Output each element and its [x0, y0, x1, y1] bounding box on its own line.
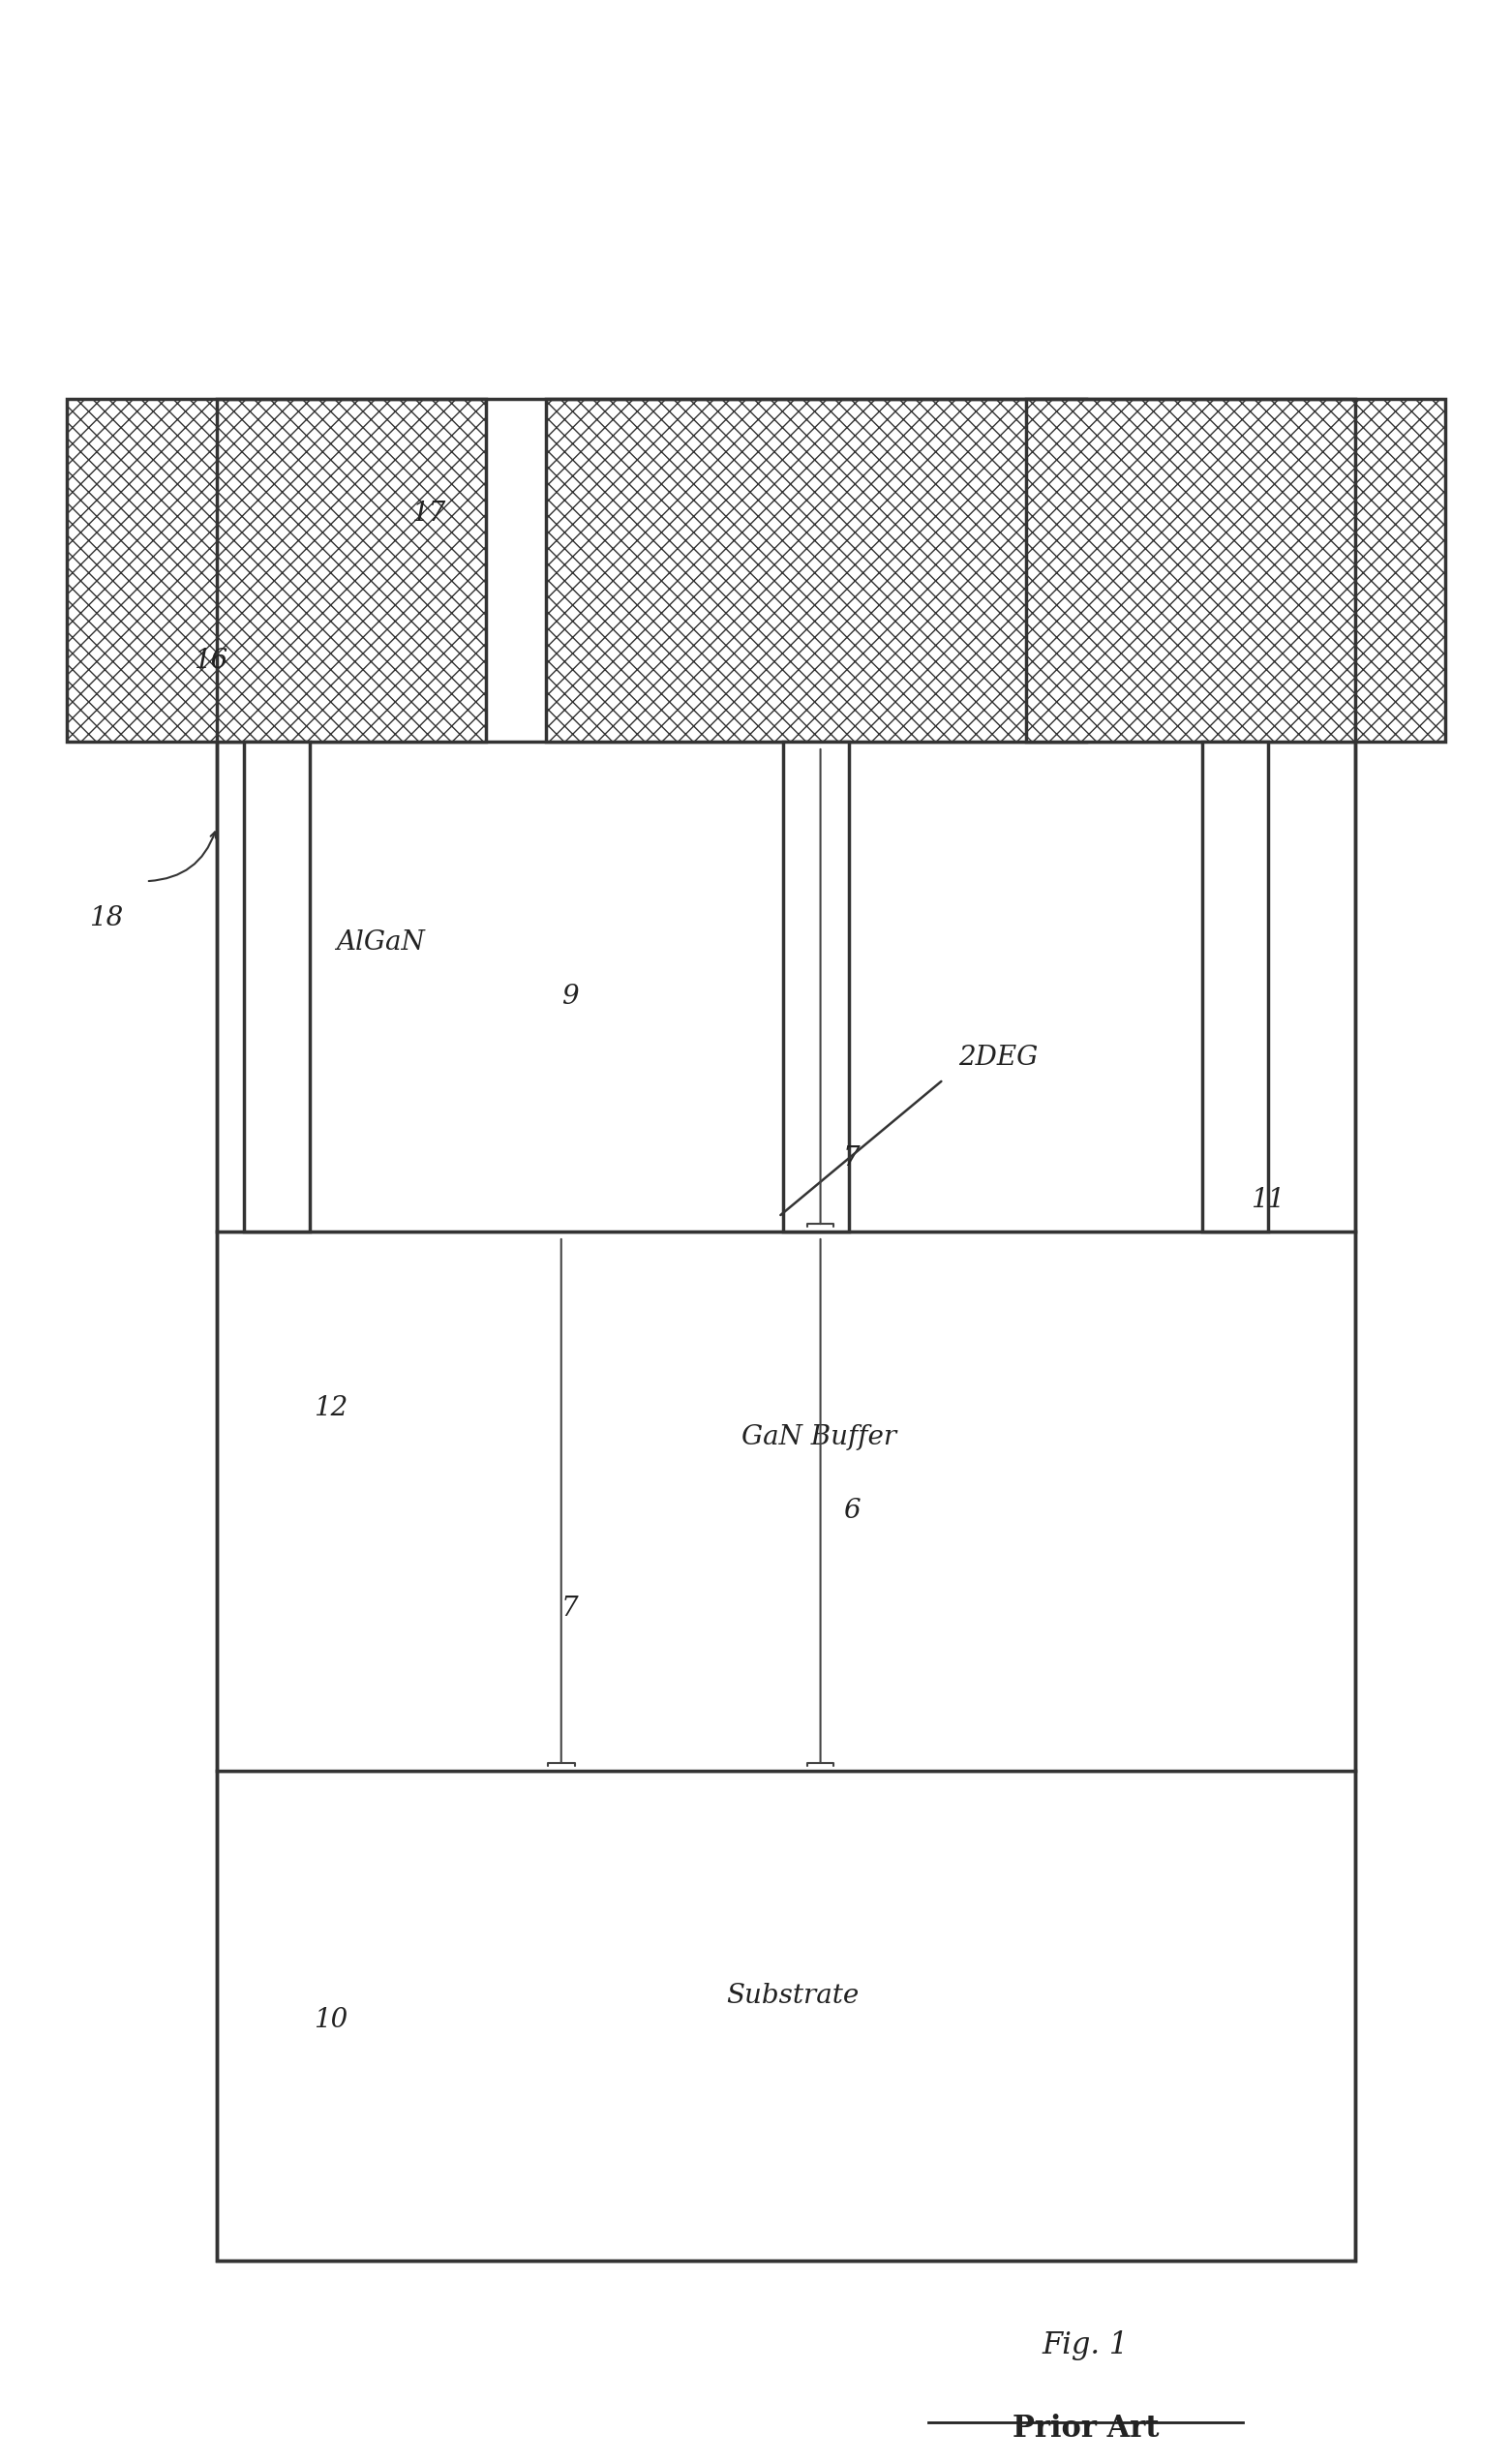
Bar — [1202, 741, 1269, 1232]
Text: 7: 7 — [842, 1145, 860, 1172]
Bar — [67, 399, 487, 741]
Text: Prior Art: Prior Art — [1013, 2414, 1160, 2443]
Text: 17: 17 — [411, 500, 446, 527]
Text: 7: 7 — [561, 1596, 578, 1623]
Bar — [546, 399, 1086, 741]
Text: 10: 10 — [314, 2007, 348, 2034]
Text: Fig. 1: Fig. 1 — [1042, 2330, 1129, 2360]
Bar — [216, 399, 1355, 2261]
Text: 2DEG: 2DEG — [959, 1044, 1037, 1071]
Text: 11: 11 — [1250, 1187, 1285, 1212]
Text: Substrate: Substrate — [726, 1983, 859, 2010]
Bar — [1025, 399, 1445, 741]
Text: 16: 16 — [194, 648, 228, 675]
Text: AlGaN: AlGaN — [336, 929, 425, 956]
Bar — [216, 741, 1355, 1232]
Text: 12: 12 — [314, 1394, 348, 1421]
Bar — [216, 1232, 1355, 1771]
Text: GaN Buffer: GaN Buffer — [741, 1424, 897, 1451]
Bar — [243, 741, 310, 1232]
Text: 6: 6 — [842, 1498, 860, 1525]
Bar — [216, 1771, 1355, 2261]
Bar — [783, 741, 848, 1232]
Text: 18: 18 — [89, 904, 124, 931]
Text: 9: 9 — [561, 983, 578, 1010]
